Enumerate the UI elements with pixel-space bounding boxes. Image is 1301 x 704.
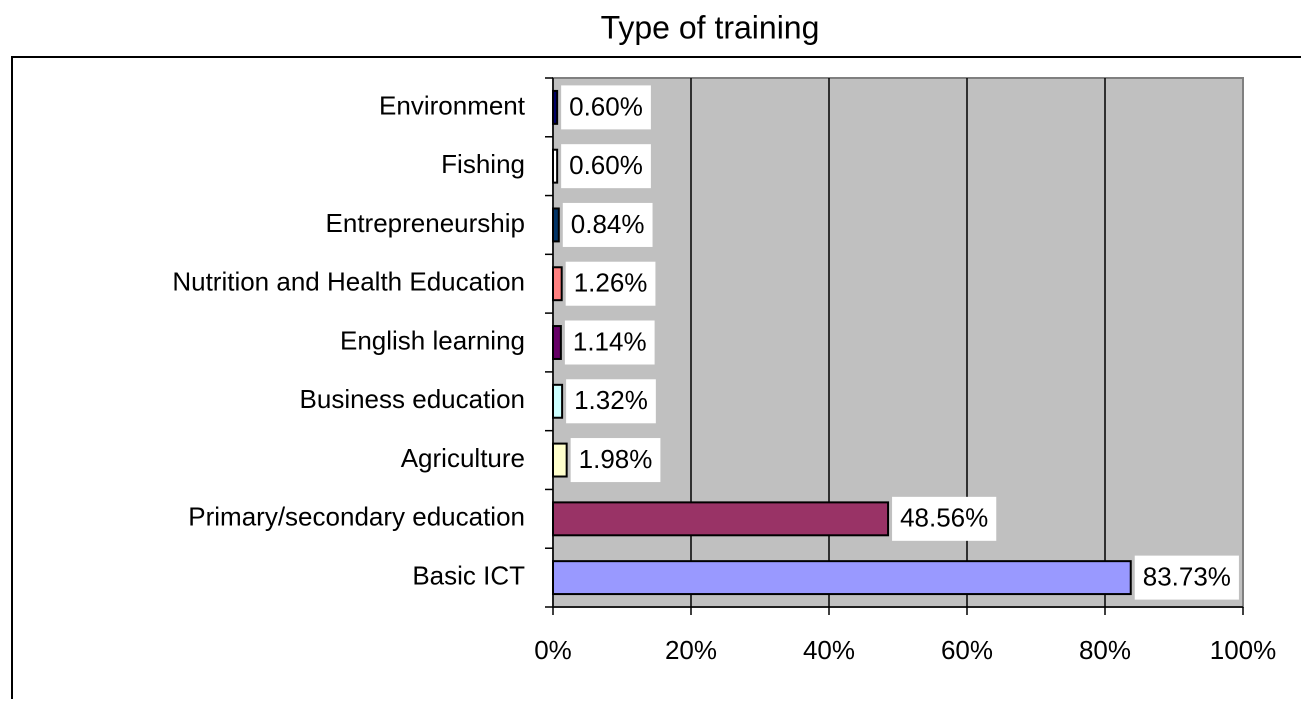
x-tick-label: 100% — [1210, 635, 1277, 665]
data-label-box — [1134, 555, 1239, 600]
data-label: 83.73% — [1143, 561, 1231, 591]
y-tick-label: Fishing — [441, 149, 525, 179]
bar — [552, 89, 559, 125]
bar — [552, 266, 563, 302]
x-tick-label: 20% — [665, 635, 717, 665]
data-label-box — [565, 261, 656, 306]
data-label: 1.26% — [574, 268, 648, 298]
data-label-box — [562, 202, 653, 247]
data-label-box — [561, 144, 651, 189]
bar — [552, 501, 890, 537]
data-label: 48.56% — [900, 503, 988, 533]
data-label-box — [892, 496, 997, 541]
bar — [552, 325, 562, 360]
data-label: 0.60% — [569, 91, 643, 121]
x-tick-label: 40% — [803, 635, 855, 665]
data-label: 1.98% — [579, 444, 653, 474]
x-tick-label: 80% — [1079, 635, 1131, 665]
x-tick-label: 0% — [534, 635, 572, 665]
data-label-box — [570, 438, 661, 483]
bar — [552, 442, 568, 478]
data-label: 1.32% — [574, 385, 648, 415]
data-label-box — [561, 85, 651, 130]
y-tick-label: Basic ICT — [412, 560, 525, 590]
data-label: 0.60% — [569, 150, 643, 180]
data-label-box — [564, 320, 655, 365]
bar — [552, 383, 564, 419]
data-label-box — [566, 379, 656, 424]
bar — [552, 560, 1132, 596]
data-label: 0.84% — [571, 209, 645, 239]
bar — [552, 207, 560, 243]
data-label: 1.14% — [573, 326, 647, 356]
y-tick-label: English learning — [340, 325, 525, 355]
y-tick-label: Agriculture — [401, 443, 525, 473]
y-tick-label: Nutrition and Health Education — [172, 267, 525, 297]
y-tick-label: Entrepreneurship — [326, 208, 525, 238]
y-tick-label: Primary/secondary education — [188, 502, 525, 532]
chart-title: Type of training — [601, 9, 820, 45]
bar — [552, 148, 559, 184]
x-tick-label: 60% — [941, 635, 993, 665]
y-tick-label: Environment — [379, 90, 526, 120]
y-tick-label: Business education — [300, 384, 525, 414]
